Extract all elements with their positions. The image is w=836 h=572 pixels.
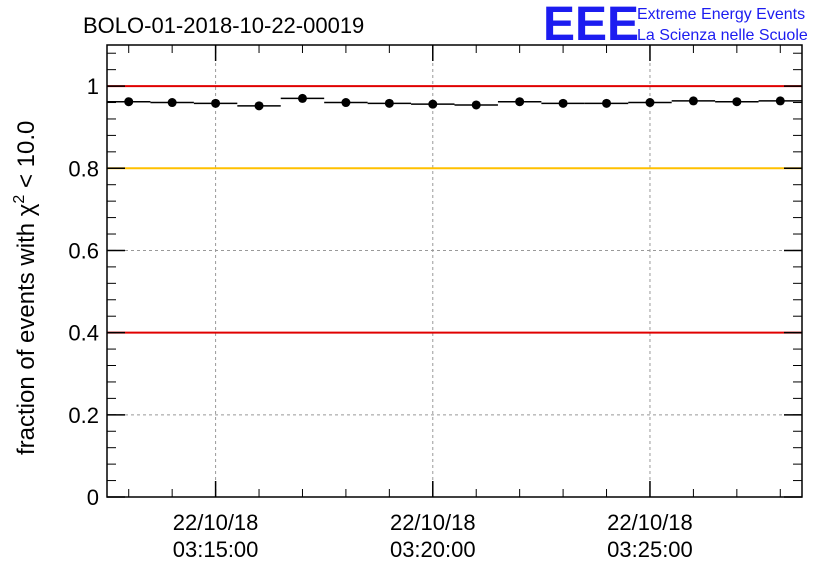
data-point bbox=[645, 98, 655, 108]
data-point bbox=[732, 97, 742, 107]
axis-ticks bbox=[107, 45, 802, 498]
data-point bbox=[211, 98, 221, 108]
y-tick-label: 0.4 bbox=[68, 321, 99, 346]
y-tick-label: 0 bbox=[87, 485, 99, 510]
logo-line-2: La Scienza nelle Scuole bbox=[637, 27, 808, 44]
logo-mark: EEE bbox=[543, 0, 639, 51]
plot-frame bbox=[106, 44, 803, 498]
data-point bbox=[341, 98, 351, 108]
data-point bbox=[688, 96, 698, 106]
data-point bbox=[515, 97, 525, 107]
data-point bbox=[124, 97, 134, 107]
chart-title: BOLO-01-2018-10-22-00019 bbox=[83, 13, 364, 38]
eee-logo: EEE Extreme Energy Events La Scienza nel… bbox=[543, 0, 808, 51]
logo-line-1: Extreme Energy Events bbox=[637, 6, 805, 23]
y-axis-label-suffix: < 10.0 bbox=[13, 121, 40, 195]
data-point bbox=[558, 98, 568, 108]
x-tick-label-time: 03:20:00 bbox=[390, 537, 476, 562]
data-point bbox=[471, 100, 481, 110]
x-tick-label-time: 03:25:00 bbox=[607, 537, 693, 562]
tick-labels: 00.20.40.60.8122/10/1803:15:0022/10/1803… bbox=[68, 74, 692, 562]
x-tick-label-date: 22/10/18 bbox=[607, 510, 693, 535]
y-axis-label-prefix: fraction of events with bbox=[13, 216, 40, 455]
data-point bbox=[297, 93, 307, 103]
data-points bbox=[107, 93, 802, 111]
data-point bbox=[428, 99, 438, 109]
reference-lines bbox=[107, 85, 802, 334]
data-point bbox=[167, 98, 177, 108]
y-axis-label-sup: 2 bbox=[11, 195, 28, 204]
data-point bbox=[602, 98, 612, 108]
y-tick-label: 0.8 bbox=[68, 156, 99, 181]
x-tick-label-time: 03:15:00 bbox=[173, 537, 259, 562]
x-tick-label-date: 22/10/18 bbox=[390, 510, 476, 535]
x-tick-label-date: 22/10/18 bbox=[173, 510, 259, 535]
y-axis-label: fraction of events with χ2 < 10.0 bbox=[11, 121, 40, 455]
data-point bbox=[254, 101, 264, 111]
y-tick-label: 0.2 bbox=[68, 403, 99, 428]
grid bbox=[107, 45, 802, 497]
y-axis-label-chi: χ bbox=[13, 203, 40, 216]
y-tick-label: 1 bbox=[87, 74, 99, 99]
y-tick-label: 0.6 bbox=[68, 238, 99, 263]
data-point bbox=[775, 96, 785, 106]
data-point bbox=[384, 98, 394, 108]
